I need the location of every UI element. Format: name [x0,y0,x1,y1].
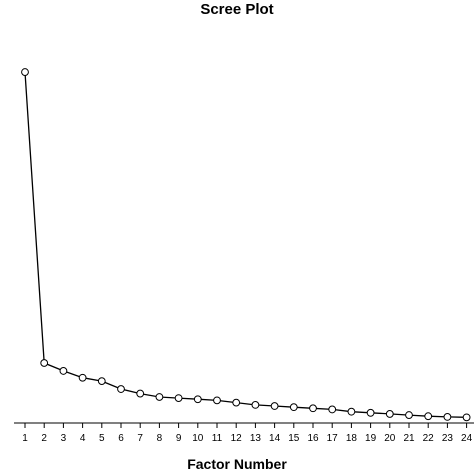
data-point-marker [462,413,471,422]
chart-title: Scree Plot [200,1,274,18]
series-line [24,72,467,418]
x-tick-label: 7 [137,433,143,444]
x-tick-label: 4 [80,433,86,444]
data-point-marker [366,408,375,417]
x-tick-label: 3 [61,433,67,444]
data-point-marker [193,395,202,404]
x-tick-label: 23 [442,433,454,444]
data-point-marker [289,403,298,412]
x-tick-label: 18 [346,433,358,444]
data-point-marker [21,68,29,76]
data-point-marker [385,410,394,418]
x-tick-label: 13 [250,433,262,444]
x-tick-label: 8 [157,433,163,444]
data-point-marker [443,412,452,421]
data-point-marker [136,389,145,398]
x-tick-label: 20 [384,433,396,444]
data-point-marker [174,394,183,402]
data-point-marker [59,367,68,375]
data-point-marker [232,398,241,407]
data-point-marker [97,377,106,386]
data-point-marker [117,385,125,393]
data-point-marker [251,400,260,409]
x-tick-label: 22 [423,433,435,444]
data-point-marker [78,373,87,382]
x-tick-label: 6 [118,433,124,444]
x-tick-label: 1 [22,433,28,444]
data-point-marker [40,359,49,367]
x-tick-label: 16 [307,433,319,444]
data-point-marker [328,405,337,414]
x-tick-label: 2 [41,433,47,444]
data-point-marker [347,407,356,416]
x-tick-label: 19 [365,433,377,444]
x-tick-label: 9 [176,433,182,444]
x-tick-label: 14 [269,433,281,444]
x-tick-label: 10 [192,433,204,444]
data-point-marker [155,393,164,401]
x-tick-label: 21 [403,433,415,444]
data-point-marker [270,402,279,410]
x-tick-label: 24 [461,433,473,444]
data-point-marker [405,411,413,419]
x-tick-label: 11 [212,433,223,444]
x-tick-label: 17 [327,433,339,444]
data-point-marker [213,396,221,405]
data-point-marker [309,404,317,413]
x-tick-label: 5 [99,433,105,444]
data-point-marker [424,412,433,421]
x-axis-label: Factor Number [187,456,287,472]
x-tick-label: 12 [231,433,243,444]
x-tick-label: 15 [288,433,300,444]
